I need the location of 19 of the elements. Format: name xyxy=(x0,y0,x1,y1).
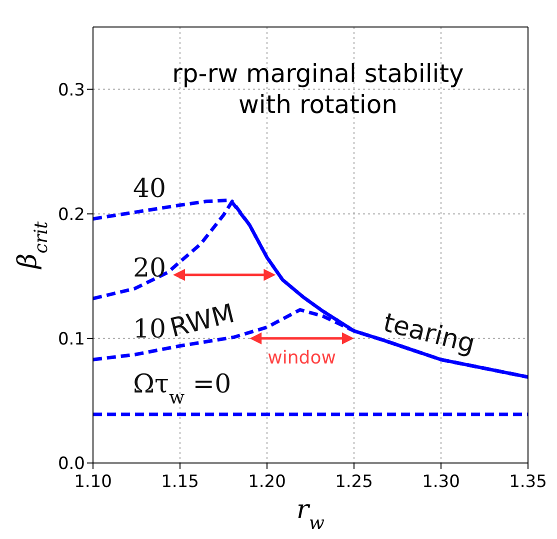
text: rp-rw marginal stability with rotation xyxy=(171,58,465,120)
y-tick-label: 0.2 xyxy=(58,204,85,225)
x-tick-label: 1.15 xyxy=(161,472,199,492)
annotation: tearing xyxy=(380,308,478,360)
annotation: RWM xyxy=(167,298,238,344)
annotation: window xyxy=(268,347,336,368)
x-tick-label: 1.10 xyxy=(74,472,112,492)
x-tick-label: 1.30 xyxy=(422,472,460,492)
x-tick-label: 1.20 xyxy=(248,472,286,492)
series-label: 20 xyxy=(132,254,166,284)
series-label: 40 xyxy=(132,174,166,204)
y-tick-label: 0.0 xyxy=(58,454,85,474)
x-tick-label: 1.35 xyxy=(509,472,547,492)
x-tick-label: 1.25 xyxy=(335,472,373,492)
series-label: 10 xyxy=(132,314,166,345)
series-label: Ωτ$_{w}$ =0 xyxy=(132,369,232,408)
y-tick-label: 0.3 xyxy=(58,80,85,100)
x-axis-title: r$_{w}$ xyxy=(296,495,325,534)
y-tick-label: 0.1 xyxy=(58,329,85,350)
